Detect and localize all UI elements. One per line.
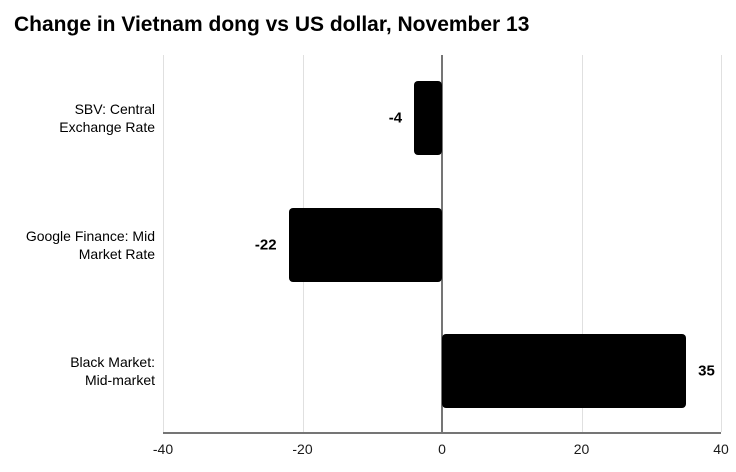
bar	[442, 333, 687, 408]
gridline	[721, 55, 722, 432]
category-label: Black Market: Mid-market	[70, 353, 155, 388]
chart-title: Change in Vietnam dong vs US dollar, Nov…	[14, 13, 530, 36]
x-tick-label: 0	[438, 441, 446, 457]
plot-area: -4 -22 35	[163, 55, 722, 434]
bar	[414, 81, 442, 156]
gridline	[581, 55, 583, 432]
x-tick-label: 40	[713, 441, 729, 457]
x-tick-label: -20	[292, 441, 313, 457]
value-label: 35	[698, 362, 715, 380]
gridline	[163, 55, 164, 432]
x-tick-label: 20	[573, 441, 590, 457]
value-label: -22	[254, 236, 277, 253]
category-label: SBV: Central Exchange Rate	[59, 101, 155, 136]
bar	[288, 207, 442, 282]
x-tick-label: -40	[152, 441, 174, 457]
value-label: -4	[388, 109, 403, 127]
zero-gridline	[441, 55, 443, 432]
category-label: Google Finance: Mid Market Rate	[25, 227, 155, 262]
